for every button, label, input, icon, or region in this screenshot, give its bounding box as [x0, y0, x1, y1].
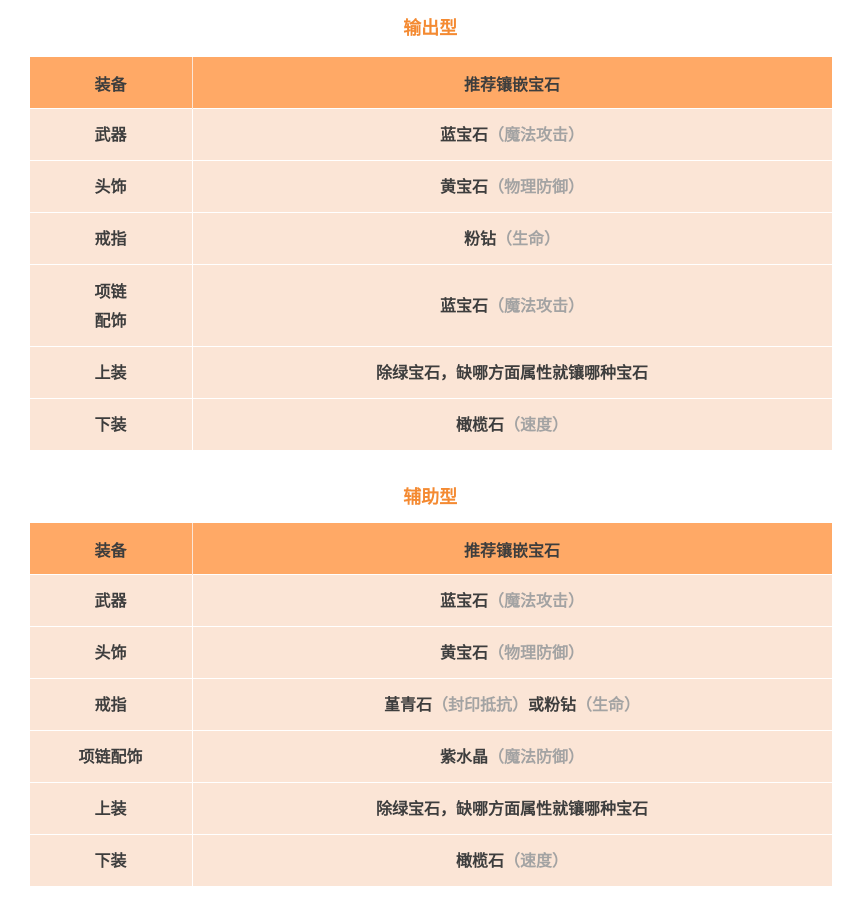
- equipment-cell: 上装: [30, 782, 193, 835]
- gem-table: 装备 推荐镶嵌宝石武器 蓝宝石（魔法攻击） 头饰 黄宝石（物理防御） 戒指 堇青石（封印抵抗…: [30, 523, 832, 886]
- table-row: 头饰 黄宝石（物理防御）: [30, 626, 832, 679]
- gem-name: 除绿宝石，缺哪方面属性就镶哪种宝石: [376, 363, 649, 382]
- equipment-name: 武器: [94, 591, 127, 610]
- equipment-cell: 头饰: [30, 160, 193, 213]
- gem-attribute: （物理防御）: [488, 643, 585, 662]
- gem-cell: 橄榄石（速度）: [192, 398, 832, 450]
- gem-attribute: （生命）: [576, 695, 641, 714]
- equipment-name: 武器: [94, 125, 127, 144]
- gem-cell: 粉钻（生命）: [192, 212, 832, 265]
- table-row: 戒指 粉钻（生命）: [30, 212, 832, 265]
- equipment-name: 下装: [94, 851, 127, 870]
- gem-cell: 黄宝石（物理防御）: [192, 160, 832, 213]
- gem-name: 或粉钻: [528, 695, 577, 714]
- section-title: 辅助型: [403, 487, 458, 508]
- gem-attribute: （魔法防御）: [488, 747, 585, 766]
- gem-cell: 紫水晶（魔法防御）: [192, 730, 832, 783]
- table-row: 上装 除绿宝石，缺哪方面属性就镶哪种宝石: [30, 782, 832, 835]
- equipment-cell: 戒指: [30, 678, 193, 731]
- column-header: 装备: [30, 57, 193, 109]
- gem-attribute: （速度）: [504, 851, 569, 870]
- equipment-cell: 头饰: [30, 626, 193, 679]
- table-header-row: 装备 推荐镶嵌宝石: [30, 57, 832, 109]
- column-header: 装备: [30, 523, 193, 575]
- gem-cell: 堇青石（封印抵抗）或粉钻（生命）: [192, 678, 832, 731]
- table-row: 下装 橄榄石（速度）: [30, 834, 832, 886]
- equipment-name: 上装: [94, 799, 127, 818]
- gem-cell: 除绿宝石，缺哪方面属性就镶哪种宝石: [192, 346, 832, 399]
- gem-attribute: （物理防御）: [488, 177, 585, 196]
- equipment-name: 头饰: [94, 643, 127, 662]
- equipment-cell: 上装: [30, 346, 193, 399]
- equipment-cell: 项链配饰: [30, 264, 193, 347]
- equipment-name: 戒指: [94, 229, 127, 248]
- gem-attribute: （封印抵抗）: [432, 695, 529, 714]
- gem-attribute: （魔法攻击）: [488, 125, 585, 144]
- gem-name: 橄榄石: [456, 415, 505, 434]
- table-row: 下装 橄榄石（速度）: [30, 398, 832, 450]
- gem-attribute: （魔法攻击）: [488, 296, 585, 315]
- equipment-cell: 下装: [30, 834, 193, 886]
- table-row: 武器 蓝宝石（魔法攻击）: [30, 108, 832, 161]
- table-header-row: 装备 推荐镶嵌宝石: [30, 523, 832, 575]
- gem-name: 粉钻: [464, 229, 497, 248]
- gem-cell: 除绿宝石，缺哪方面属性就镶哪种宝石: [192, 782, 832, 835]
- gem-name: 蓝宝石: [440, 591, 489, 610]
- equipment-name: 头饰: [94, 177, 127, 196]
- column-header: 推荐镶嵌宝石: [192, 523, 832, 575]
- table-row: 武器 蓝宝石（魔法攻击）: [30, 574, 832, 627]
- equipment-name: 上装: [94, 363, 127, 382]
- section-title: 输出型: [403, 18, 458, 39]
- table-row: 戒指 堇青石（封印抵抗）或粉钻（生命）: [30, 678, 832, 731]
- gem-name: 紫水晶: [440, 747, 489, 766]
- gem-cell: 蓝宝石（魔法攻击）: [192, 108, 832, 161]
- gem-attribute: （生命）: [496, 229, 561, 248]
- gem-name: 橄榄石: [456, 851, 505, 870]
- gem-cell: 黄宝石（物理防御）: [192, 626, 832, 679]
- gem-name: 堇青石: [384, 695, 433, 714]
- equipment-name: 下装: [94, 415, 127, 434]
- table-row: 项链配饰 紫水晶（魔法防御）: [30, 730, 832, 783]
- gem-name: 蓝宝石: [440, 125, 489, 144]
- gem-attribute: （魔法攻击）: [488, 591, 585, 610]
- gem-cell: 蓝宝石（魔法攻击）: [192, 574, 832, 627]
- gem-name: 黄宝石: [440, 177, 489, 196]
- table-row: 项链 配饰 蓝宝石（魔法攻击）: [30, 264, 832, 347]
- equipment-cell: 戒指: [30, 212, 193, 265]
- table-row: 头饰 黄宝石（物理防御）: [30, 160, 832, 213]
- equipment-cell: 武器: [30, 574, 193, 627]
- gem-name: 除绿宝石，缺哪方面属性就镶哪种宝石: [376, 799, 649, 818]
- gem-cell: 橄榄石（速度）: [192, 834, 832, 886]
- equipment-name: 项链配饰: [78, 747, 143, 766]
- equipment-name: 项链: [94, 281, 127, 301]
- gem-table: 装备 推荐镶嵌宝石 武器 蓝宝石（魔法攻击） 头饰 黄宝石（物理防御） 戒指 粉钻（生命） 项链…: [30, 57, 832, 450]
- gem-name: 蓝宝石: [440, 296, 489, 315]
- equipment-cell: 下装: [30, 398, 193, 450]
- equipment-cell: 项链配饰: [30, 730, 193, 783]
- gem-attribute: （速度）: [504, 415, 569, 434]
- table-row: 上装 除绿宝石，缺哪方面属性就镶哪种宝石: [30, 346, 832, 399]
- equipment-name: 戒指: [94, 695, 127, 714]
- gem-name: 黄宝石: [440, 643, 489, 662]
- equipment-cell: 武器: [30, 108, 193, 161]
- equipment-name: 配饰: [94, 310, 127, 330]
- gem-cell: 蓝宝石（魔法攻击）: [192, 264, 832, 347]
- column-header: 推荐镶嵌宝石: [192, 57, 832, 109]
